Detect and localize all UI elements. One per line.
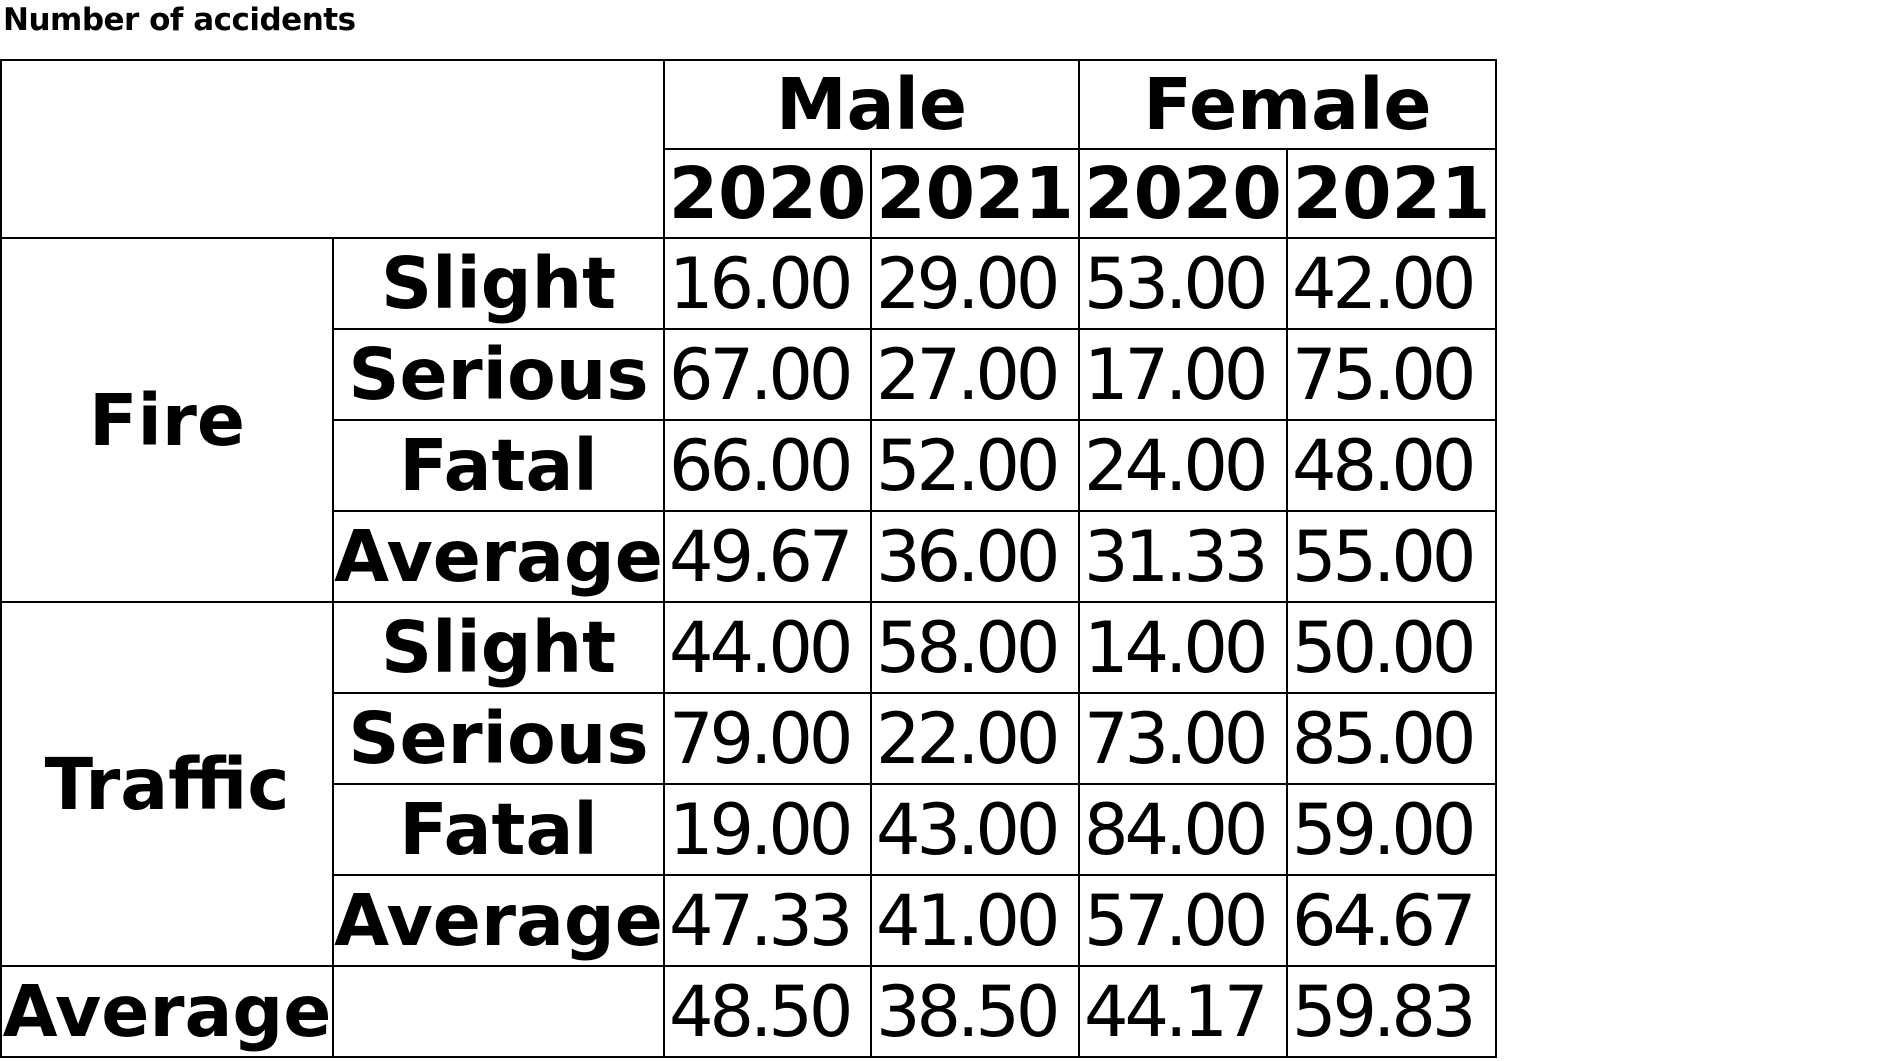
data-cell: 44.17 (1078, 965, 1288, 1058)
data-cell: 19.00 (663, 783, 872, 876)
table-row: Serious 67.00 27.00 17.00 75.00 (1, 328, 1497, 421)
accidents-table: Male Female 2020 2021 2020 2021 Fire Sli… (0, 59, 1497, 1058)
column-header-female-2021: 2021 (1286, 148, 1497, 239)
data-cell: 31.33 (1078, 510, 1288, 603)
row-label: Serious (332, 328, 665, 421)
data-cell: 22.00 (870, 692, 1080, 785)
data-cell: 29.00 (870, 237, 1080, 330)
data-cell: 64.67 (1286, 874, 1497, 967)
table-row: Fire Slight 16.00 29.00 53.00 42.00 (0, 237, 1497, 603)
data-cell: 48.50 (663, 965, 872, 1058)
header-row-gender: Male Female (0, 59, 1497, 239)
data-cell: 38.50 (870, 965, 1080, 1058)
column-header-female-2020: 2020 (1078, 148, 1288, 239)
data-cell: 50.00 (1286, 601, 1497, 694)
row-group-average: Average (0, 965, 334, 1058)
column-header-male-2020: 2020 (663, 148, 872, 239)
row-label: Average (332, 874, 665, 967)
data-cell: 57.00 (1078, 874, 1288, 967)
data-cell: 52.00 (870, 419, 1080, 512)
data-cell: 66.00 (663, 419, 872, 512)
row-label: Fatal (332, 783, 665, 876)
row-group-traffic: Traffic (0, 601, 334, 967)
data-cell: 58.00 (870, 601, 1080, 694)
row-label: Serious (332, 692, 665, 785)
table-row: Average 48.50 38.50 44.17 59.83 (0, 965, 1497, 1058)
data-cell: 75.00 (1286, 328, 1497, 421)
row-label: Slight (332, 237, 665, 330)
data-cell: 49.67 (663, 510, 872, 603)
row-label: Slight (332, 601, 665, 694)
row-label: Fatal (332, 419, 665, 512)
data-cell: 27.00 (870, 328, 1080, 421)
column-header-male-2021: 2021 (870, 148, 1080, 239)
page-title: Number of accidents (3, 2, 356, 38)
column-group-female: Female (1078, 59, 1497, 150)
table-row: Average 47.33 41.00 57.00 64.67 (1, 874, 1497, 967)
data-cell: 67.00 (663, 328, 872, 421)
table-row: Fatal 19.00 43.00 84.00 59.00 (1, 783, 1497, 876)
table-row: Traffic Slight 44.00 58.00 14.00 50.00 (0, 601, 1497, 967)
data-cell: 48.00 (1286, 419, 1497, 512)
table-row: Serious 79.00 22.00 73.00 85.00 (1, 692, 1497, 785)
data-cell: 85.00 (1286, 692, 1497, 785)
data-cell: 73.00 (1078, 692, 1288, 785)
data-cell: 59.83 (1286, 965, 1497, 1058)
data-cell: 84.00 (1078, 783, 1288, 876)
column-group-male: Male (663, 59, 1080, 150)
data-cell: 79.00 (663, 692, 872, 785)
data-cell: 53.00 (1078, 237, 1288, 330)
data-cell: 41.00 (870, 874, 1080, 967)
header-row-years: 2020 2021 2020 2021 (1, 148, 1497, 239)
data-cell: 42.00 (1286, 237, 1497, 330)
data-cell: 24.00 (1078, 419, 1288, 512)
row-label-empty (332, 965, 665, 1058)
data-cell: 59.00 (1286, 783, 1497, 876)
data-cell: 17.00 (1078, 328, 1288, 421)
data-cell: 43.00 (870, 783, 1080, 876)
data-cell: 16.00 (663, 237, 872, 330)
data-cell: 47.33 (663, 874, 872, 967)
data-cell: 14.00 (1078, 601, 1288, 694)
row-group-fire: Fire (0, 237, 334, 603)
data-cell: 44.00 (663, 601, 872, 694)
table-row: Average 49.67 36.00 31.33 55.00 (1, 510, 1497, 603)
table-row: Fatal 66.00 52.00 24.00 48.00 (1, 419, 1497, 512)
data-cell: 55.00 (1286, 510, 1497, 603)
corner-cell (0, 59, 665, 239)
row-label: Average (332, 510, 665, 603)
data-cell: 36.00 (870, 510, 1080, 603)
